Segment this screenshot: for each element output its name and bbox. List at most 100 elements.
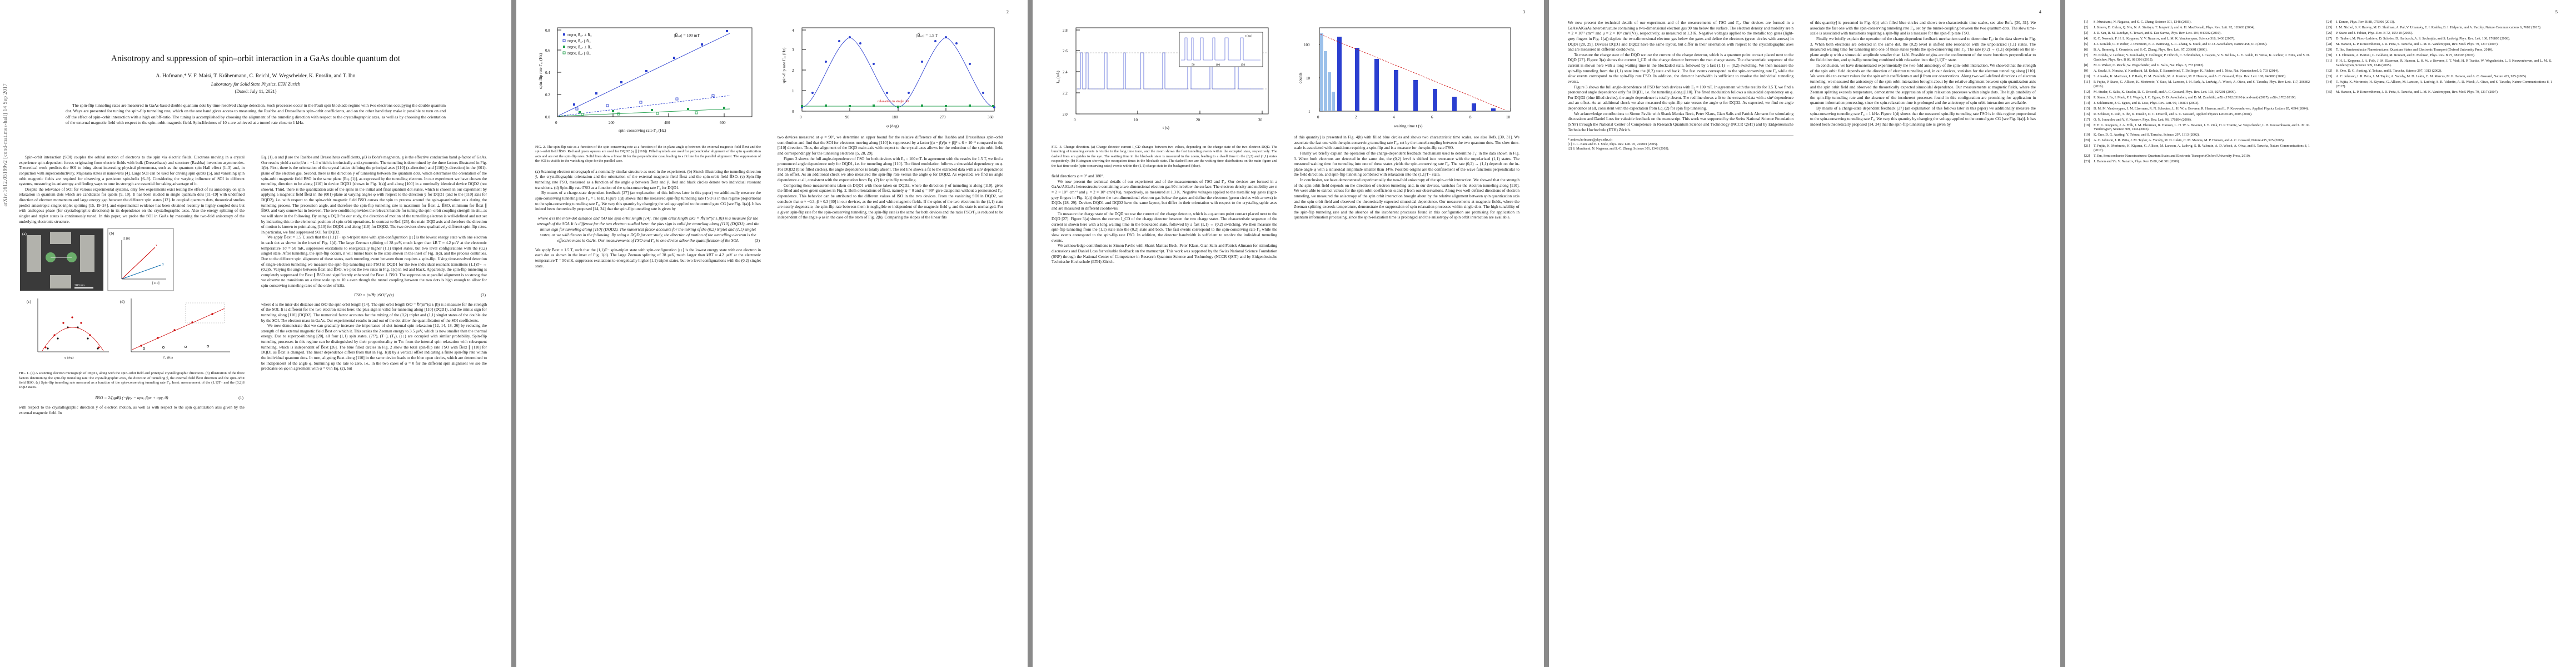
reference-text: D. Taubert, M. Pioro-Ladrière, D. Schröe… bbox=[2336, 37, 2510, 41]
svg-text:(d): (d) bbox=[120, 300, 125, 304]
page-number: 3 bbox=[1522, 9, 1525, 14]
body-columns: 0.0 0.2 0.4 0.6 0.8 0 200 400 600 bbox=[535, 20, 1009, 656]
reference-number: [20] bbox=[2084, 138, 2090, 143]
reference-item: [31] F. H. L. Koppens, J. A. Folk, J. M. … bbox=[2326, 59, 2552, 68]
equation-3-body: where d is the inter-dot distance and lS… bbox=[537, 215, 759, 243]
reference-number: [10] bbox=[2084, 74, 2090, 78]
svg-text:0.0: 0.0 bbox=[545, 115, 550, 120]
footnote-block: * andrea.hofmann@phys.ethz.ch [1] C. L. … bbox=[1568, 136, 1793, 152]
reference-number: [3] bbox=[2084, 31, 2089, 35]
figure-3-right: 1 10 100 0 2 4 6 8 10 waiting time t bbox=[1294, 22, 1519, 133]
reference-text: T. Fujita, K. Morimoto, H. Kiyama, G. Al… bbox=[2094, 144, 2310, 153]
reference-number: [27] bbox=[2326, 37, 2333, 41]
paragraph: We acknowledge contributions to Simon Pa… bbox=[1568, 111, 1793, 132]
svg-text:1: 1 bbox=[1308, 109, 1311, 114]
author-list: A. Hofmann,* V. F. Maisi, T. Krähenmann,… bbox=[156, 73, 356, 79]
svg-text:0: 0 bbox=[1317, 115, 1319, 120]
reference-number: [33] bbox=[2326, 74, 2333, 78]
figure-1: (a) 200 nm (b) x y [110] [110] bbox=[19, 226, 245, 390]
figure-3-left: 2.0 2.2 2.4 2.6 2.8 0 10 20 30 t (s) bbox=[1052, 22, 1277, 168]
page-number: 4 bbox=[2039, 9, 2041, 14]
reference-item: [12] M. Studer, G. Salis, K. Ensslin, D. … bbox=[2084, 90, 2310, 94]
column-right: of this quantity] is presented in Fig. 4… bbox=[1810, 20, 2036, 656]
paragraph: We now demonstrate that we can gradually… bbox=[261, 323, 487, 371]
svg-text:4: 4 bbox=[1393, 115, 1395, 120]
reference-number: [35] bbox=[2326, 89, 2333, 94]
page-title: Anisotropy and suppression of spin–orbit… bbox=[111, 54, 401, 63]
svg-text:30: 30 bbox=[1258, 118, 1263, 122]
reference-item: [34] T. Fujita, K. Morimoto, H. Kiyama, G… bbox=[2326, 80, 2552, 89]
reference-item: [6] B. A. Bernevig, J. Orenstein, and S.-… bbox=[2084, 48, 2310, 52]
reference-number: [24] bbox=[2326, 20, 2333, 24]
page-number: 2 bbox=[1006, 9, 1009, 14]
reference-text: M. Kohda, V. Lechner, Y. Kunihashi, T. D… bbox=[2094, 53, 2310, 62]
reference-text: S. Murakami, N. Nagaosa, and S.-C. Zhang… bbox=[2094, 20, 2192, 24]
column-right: 1 10 100 0 2 4 6 8 10 waiting time t bbox=[1294, 20, 1519, 656]
reference-number: [6] bbox=[2084, 48, 2089, 52]
svg-text:20: 20 bbox=[1196, 118, 1200, 122]
equation-2-number: (2) bbox=[481, 292, 486, 297]
reference-text: P. Stano and J. Fabian, Phys. Rev. B 72,… bbox=[2336, 31, 2413, 35]
reference-item: [5] J. J. Koralek, C. P. Weber, J. Orenst… bbox=[2084, 42, 2310, 47]
reference-item: [25] J. M. Nichol, S. P. Harvey, M. D. Sh… bbox=[2326, 26, 2552, 30]
reference-item: [9] A. Sasaki, S. Nonaka, Y. Kunihashi, M… bbox=[2084, 69, 2310, 73]
svg-text:2.4: 2.4 bbox=[1063, 70, 1068, 74]
figure-2-caption: FIG. 2. The spin-flip rate as a function… bbox=[535, 145, 761, 163]
reference-text: P. Fujita, P. Stano, G. Allison, K. Mori… bbox=[2094, 79, 2310, 88]
body-columns: We now present the technical details of … bbox=[1568, 20, 2041, 656]
reference-text: O. N. Jouravlev and Y. V. Nazarov, Phys.… bbox=[2094, 117, 2192, 122]
svg-text:360: 360 bbox=[988, 115, 994, 120]
reference-text: J. Schliemann, J. C. Egues, and D. Loss,… bbox=[2094, 101, 2199, 105]
equation-2-body: ΓSO = (π/ℏ) |tSO|² ρ(ε) bbox=[354, 292, 394, 297]
references-column-left: [1] S. Murakami, N. Nagaosa, and S.-C. Zh… bbox=[2084, 20, 2310, 656]
svg-text:|B⃗ₑₓₜ| = 1.5 T: |B⃗ₑₓₜ| = 1.5 T bbox=[916, 32, 938, 38]
svg-text:100: 100 bbox=[1215, 63, 1220, 67]
paragraph: two devices measured at φ = 90°, we dete… bbox=[778, 135, 1003, 156]
reference-text: J. Sinova, D. Culcer, Q. Niu, N. A. Sini… bbox=[2094, 26, 2255, 29]
svg-text:0: 0 bbox=[555, 121, 557, 125]
reference-number: [18] bbox=[2084, 123, 2090, 127]
svg-text:400: 400 bbox=[664, 121, 670, 125]
reference-item: [27] D. Taubert, M. Pioro-Ladrière, D. Sc… bbox=[2326, 37, 2552, 41]
reference-item: [18] F. H. L. Koppens, J. A. Folk, J. M. … bbox=[2084, 123, 2310, 132]
reference-item: [16] R. Schleser, E. Ruh, T. Ihn, K. Enss… bbox=[2084, 112, 2310, 117]
reference-number: [23] bbox=[2084, 160, 2090, 164]
reference-item: [30] J. I. Climente, A. Bertoni, G. Goldo… bbox=[2326, 53, 2552, 58]
reference-text: T. Ihn, Semiconductor Nanostructures: Qu… bbox=[2094, 154, 2251, 158]
chart-annotation: relaxation in single dot bbox=[878, 99, 909, 103]
paragraph: field directions φ = 0° and 180°. bbox=[1052, 173, 1104, 179]
reference-text: M. Studer, G. Salis, K. Ensslin, D. C. D… bbox=[2094, 89, 2236, 94]
svg-text:0.2: 0.2 bbox=[545, 93, 550, 97]
paragraph: Despite the relevance of SOI for various… bbox=[19, 186, 245, 224]
reference-text: M. Hanson, L. P. Kouwenhoven, J. R. Pett… bbox=[2336, 89, 2499, 94]
figure-3-left-graphic: 2.0 2.2 2.4 2.6 2.8 0 10 20 30 t (s) bbox=[1055, 27, 1269, 130]
reference-number: [15] bbox=[2084, 106, 2090, 111]
reference-number: [21] bbox=[2084, 144, 2090, 148]
reference-item: [26] P. Stano and J. Fabian, Phys. Rev. B… bbox=[2326, 31, 2552, 36]
svg-text:0.6: 0.6 bbox=[545, 48, 550, 53]
svg-text:0: 0 bbox=[800, 115, 802, 120]
equation-3-number: (3) bbox=[755, 237, 760, 243]
reference-number: [4] bbox=[2084, 37, 2089, 41]
svg-text:[110]: [110] bbox=[152, 282, 160, 285]
svg-text:0.4: 0.4 bbox=[545, 71, 550, 75]
reference-text: F. H. L. Koppens, J. A. Folk, J. M. Elze… bbox=[2094, 123, 2310, 132]
reference-item: [15] D. M. M. Vandersypen, J. M. Elzerman… bbox=[2084, 107, 2310, 111]
reference-item: [22] T. Ihn, Semiconductor Nanostructures… bbox=[2084, 154, 2310, 158]
reference-number: [2] bbox=[2084, 26, 2089, 29]
reference-text: R. Schleser, E. Ruh, T. Ihn, K. Ensslin,… bbox=[2094, 112, 2253, 116]
paragraph: where d is the inter-dot distance and tS… bbox=[261, 301, 487, 323]
reference-columns: [1] S. Murakami, N. Nagaosa, and S.-C. Zh… bbox=[2084, 20, 2558, 656]
reference-item: [35] M. Hanson, L. P. Kouwenhoven, J. R. … bbox=[2326, 90, 2552, 94]
equation-1-number: (1) bbox=[238, 395, 243, 400]
reference-number: [25] bbox=[2326, 26, 2333, 29]
reference-number: [19] bbox=[2084, 133, 2090, 137]
svg-text:(c): (c) bbox=[27, 300, 31, 304]
paragraph: Spin–orbit interaction (SOI) couples the… bbox=[19, 155, 245, 187]
footnote-item: [1] C. L. Kane and E. J. Mele, Phys. Rev… bbox=[1568, 143, 1658, 147]
svg-text:3: 3 bbox=[792, 48, 794, 52]
reference-item: [13] P. Stano, J. Fa, I. Mark, P. J. Wege… bbox=[2084, 96, 2310, 100]
reference-text: M. Hanson, L. P. Kouwenhoven, J. R. Pett… bbox=[2336, 42, 2499, 46]
reference-number: [5] bbox=[2084, 42, 2089, 46]
references-column-right: [24] J. Danon, Phys. Rev. B 88, 075306 (2… bbox=[2326, 20, 2552, 656]
